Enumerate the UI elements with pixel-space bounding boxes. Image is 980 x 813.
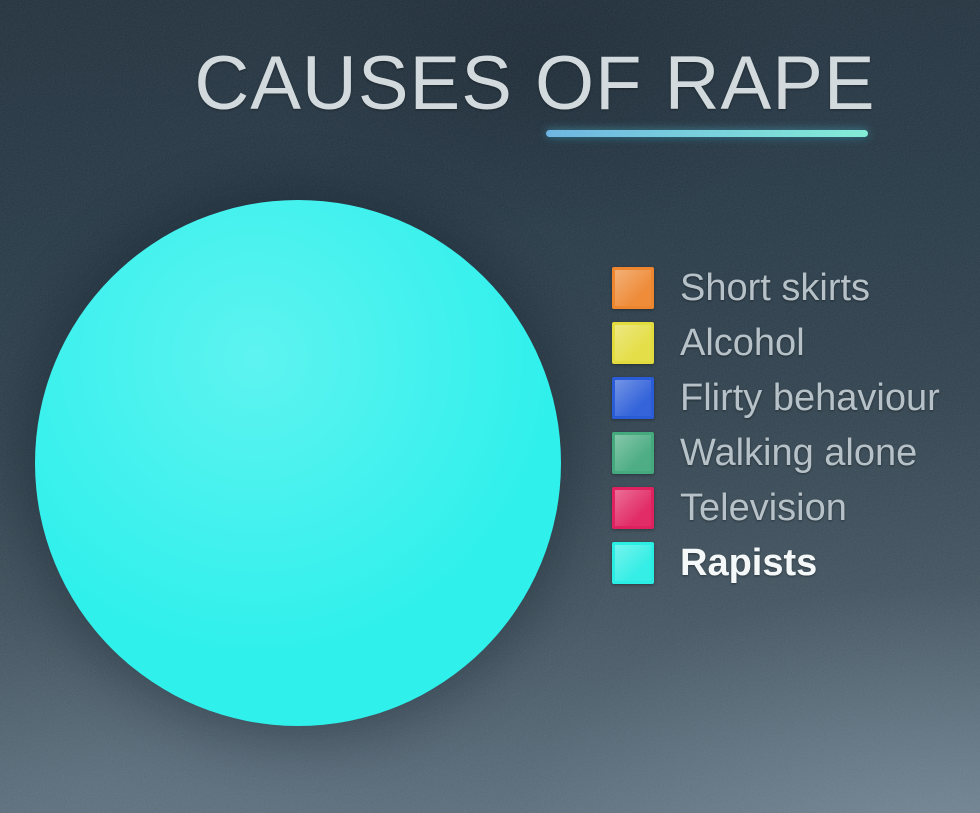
chart-title: CAUSES OF RAPE — [194, 41, 876, 126]
legend-swatch-icon — [612, 377, 654, 419]
legend-swatch-icon — [612, 322, 654, 364]
legend-row: Short skirts — [612, 267, 940, 309]
legend-label: Short skirts — [680, 266, 871, 309]
legend-row: Alcohol — [612, 322, 940, 364]
legend-row: Walking alone — [612, 432, 940, 474]
legend-swatch-icon — [612, 487, 654, 529]
legend-label: Walking alone — [680, 431, 918, 474]
legend-label: Flirty behaviour — [680, 376, 940, 419]
legend-row: Television — [612, 487, 940, 529]
legend-label: Television — [680, 486, 847, 529]
legend: Short skirts Alcohol Flirty behaviour Wa… — [612, 267, 940, 597]
legend-swatch-icon — [612, 432, 654, 474]
legend-row: Rapists — [612, 542, 940, 584]
legend-swatch-icon — [612, 542, 654, 584]
pie-chart — [35, 200, 561, 726]
title-underline — [546, 130, 868, 137]
legend-label: Rapists — [680, 541, 818, 584]
legend-label: Alcohol — [680, 321, 805, 364]
legend-swatch-icon — [612, 267, 654, 309]
legend-row: Flirty behaviour — [612, 377, 940, 419]
